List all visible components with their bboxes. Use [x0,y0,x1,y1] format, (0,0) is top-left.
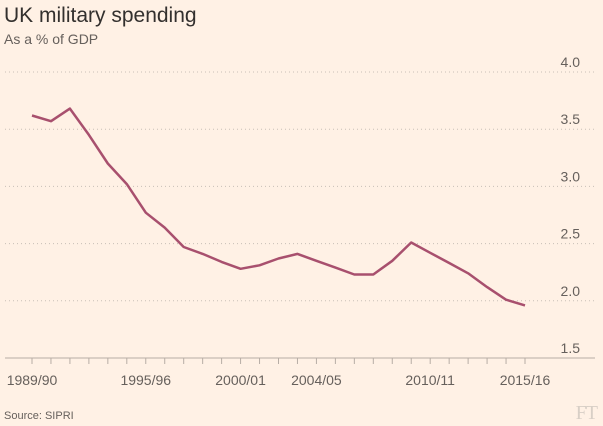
gridlines [5,71,595,359]
x-tick-label: 2000/01 [215,372,266,388]
series-layer [31,107,526,307]
x-tick-label: 2004/05 [291,372,342,388]
chart-subtitle: As a % of GDP [4,31,99,47]
y-tick-label: 4.0 [561,54,581,70]
x-axis: 1989/90 1995/96 2000/01 2004/05 2010/11 2015/… [7,358,551,388]
y-tick-label: 3.0 [561,168,581,184]
x-tick-label: 1989/90 [7,372,58,388]
x-tick-label: 1995/96 [120,372,171,388]
ft-logo: FT [575,402,598,424]
y-tick-label: 1.5 [561,340,581,356]
chart-title: UK military spending [4,4,197,27]
x-tick-label: 2015/16 [500,372,551,388]
source-note: Source: SIPRI [4,410,74,422]
series-line [31,107,526,307]
y-tick-label: 3.5 [561,111,581,127]
y-axis: 4.0 3.5 3.0 2.5 2.0 1.5 [561,54,581,356]
x-tick-label: 2010/11 [405,372,455,388]
y-tick-label: 2.5 [561,226,581,242]
y-tick-label: 2.0 [561,283,581,299]
